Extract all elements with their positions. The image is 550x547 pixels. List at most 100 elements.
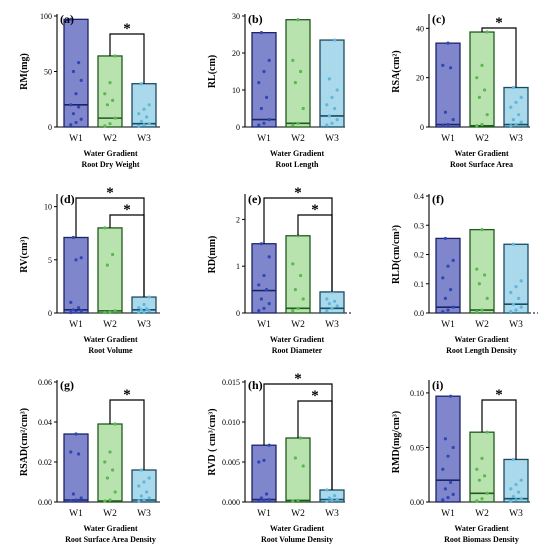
x-axis-title: Water Gradient [83,335,138,344]
data-point-w2 [103,499,107,503]
data-point-w1 [257,460,261,464]
data-point-w1 [79,256,83,260]
data-point-w3 [509,499,513,503]
data-point-w3 [327,302,331,306]
category-label: W1 [441,320,455,330]
data-point-w1 [443,236,447,241]
data-point-w3 [514,285,518,289]
data-point-w3 [139,82,143,86]
y-axis-title: RSAD(cm²/cm³) [19,408,30,476]
data-point-w1 [257,81,261,85]
data-point-w2 [111,252,115,257]
data-point-w1 [446,41,450,45]
data-point-w2 [108,122,112,126]
data-point-w3 [147,122,151,126]
data-point-w3 [519,279,523,283]
panel-subtitle: Root Biomass Density [444,535,519,544]
panel-subtitle: Root Dry Weight [81,160,139,169]
category-label: W2 [475,509,489,519]
bar-w3 [503,458,529,503]
data-point-w1 [71,69,75,74]
data-point-w2 [291,499,295,503]
data-point-w1 [265,95,269,99]
data-point-w2 [113,54,117,58]
category-label: W3 [325,509,339,519]
data-point-w2 [296,498,300,502]
data-point-w3 [147,309,151,313]
data-point-w3 [333,38,337,42]
y-tick-label: 0.0 [414,309,424,318]
data-point-w3 [147,103,151,107]
data-point-w3 [514,100,518,104]
data-point-w1 [79,78,83,82]
significance-bracket [481,27,517,88]
panel-letter: (d) [60,192,75,206]
data-point-w1 [262,306,266,310]
data-point-w1 [267,443,271,447]
data-point-w1 [267,58,271,63]
data-point-w1 [257,283,261,287]
data-point-w2 [293,288,297,292]
y-tick-label: 50 [44,68,52,77]
data-point-w3 [509,105,513,109]
data-point-w3 [147,295,151,299]
data-point-w3 [142,107,146,111]
panel-a: 0 50 100 W1 W2 W3 * (a) RM(mg) Water Gradient Root… [19,12,160,169]
bar-w3 [131,83,157,128]
data-point-w2 [475,309,479,314]
data-point-w2 [299,69,303,74]
data-point-w1 [79,309,83,313]
bar-w1 [251,32,277,128]
data-point-w3 [137,112,141,116]
data-point-w2 [103,226,107,230]
data-point-w2 [113,490,117,494]
data-point-w2 [108,310,112,314]
data-point-w3 [142,310,146,314]
bar-w3 [503,86,529,128]
y-tick-label: 0.06 [38,378,52,387]
significance-star: * [123,202,131,218]
y-tick-label: 0 [420,123,424,132]
data-point-w3 [333,106,337,111]
data-point-w3 [335,118,339,122]
panel-letter: (c) [432,12,445,26]
data-point-w2 [485,113,489,117]
y-tick-label: 0.05 [410,443,424,452]
y-tick-label: 10 [232,86,240,95]
y-tick-label: 0.00 [38,498,52,507]
data-point-w2 [105,103,109,107]
category-label: W1 [69,134,83,144]
bar-w2 [97,423,123,503]
data-point-w3 [519,120,523,124]
significance-star: * [495,387,503,403]
significance-star: * [123,21,131,37]
data-point-w2 [480,228,484,232]
data-point-w2 [293,81,297,85]
data-point-w1 [267,255,271,259]
data-point-w1 [446,264,450,268]
significance-bracket [109,33,145,84]
category-label: W1 [257,134,271,144]
data-point-w1 [441,124,445,128]
bar-w1 [251,444,277,503]
panel-subtitle: Root Volume [88,346,133,355]
data-point-w2 [480,122,484,127]
data-point-w3 [137,306,141,310]
data-point-w1 [446,122,450,127]
data-point-w2 [477,478,481,482]
bar-w1 [63,433,89,503]
panel-subtitle: Root Surface Area Density [65,535,156,544]
category-label: W3 [509,134,523,144]
data-point-w3 [325,488,329,492]
data-point-w3 [509,487,513,491]
y-tick-label: 0.00 [410,498,424,507]
significance-bracket [481,399,517,460]
data-point-w2 [475,467,479,471]
y-tick-label: 10 [44,203,52,212]
data-point-w1 [267,498,271,502]
y-tick-label: 40 [416,24,424,33]
x-axis-title: Water Gradient [270,149,325,158]
data-point-w1 [443,296,447,300]
data-point-w1 [69,103,73,107]
data-point-w2 [299,273,303,278]
